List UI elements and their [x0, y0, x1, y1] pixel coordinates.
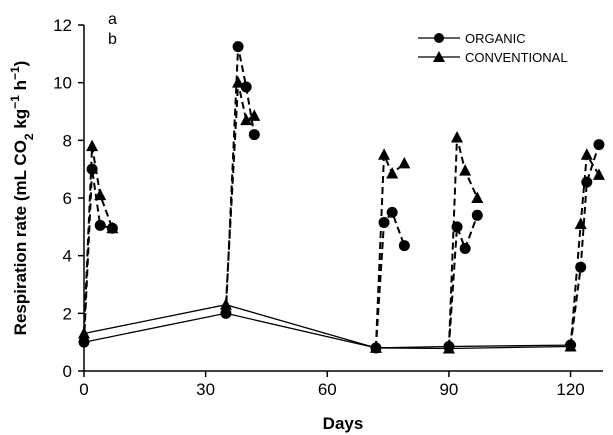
legend: ORGANIC CONVENTIONAL — [418, 31, 568, 65]
point-organic — [593, 139, 605, 151]
y-tick-label: 6 — [63, 189, 72, 208]
point-conventional — [78, 327, 90, 339]
x-tick-label: 0 — [79, 380, 88, 399]
y-tick-label: 10 — [53, 74, 72, 93]
y-tick-label: 0 — [63, 362, 72, 381]
point-organic — [220, 307, 232, 319]
burst-line-organic — [447, 214, 479, 347]
y-tick-group: 0 2 4 6 8 10 12 — [53, 16, 84, 381]
burst-line-conventional — [224, 82, 255, 305]
point-conventional — [369, 341, 382, 353]
data-markers — [78, 41, 605, 354]
point-conventional — [232, 76, 245, 88]
burst-line-organic — [569, 144, 600, 346]
baseline-line-conventional — [83, 304, 571, 350]
annotation-b: b — [108, 31, 117, 48]
baseline-lines — [83, 304, 571, 350]
y-axis-label: Respiration rate (mL CO2 kg−1 h−1) — [8, 61, 36, 336]
legend-conventional-label: CONVENTIONAL — [465, 50, 568, 65]
point-conventional — [378, 148, 391, 160]
point-conventional — [248, 109, 261, 121]
point-conventional — [386, 166, 399, 179]
burst-line-conventional — [83, 145, 114, 334]
point-organic — [232, 41, 244, 53]
point-conventional — [398, 156, 411, 169]
x-tick-label: 60 — [318, 380, 337, 399]
y-tick-label: 8 — [63, 131, 72, 150]
annotation-a: a — [108, 11, 117, 28]
y-tick-label: 2 — [63, 304, 72, 323]
point-conventional — [471, 191, 484, 203]
legend-organic-marker — [434, 33, 444, 43]
point-conventional — [580, 148, 593, 160]
legend-organic-label: ORGANIC — [465, 31, 526, 46]
burst-line-conventional — [447, 137, 479, 349]
point-conventional — [451, 130, 464, 143]
point-organic — [386, 206, 398, 218]
point-organic — [398, 240, 410, 252]
point-organic — [94, 219, 106, 231]
x-axis-label: Days — [323, 414, 364, 433]
axes — [83, 25, 603, 372]
point-conventional — [106, 221, 119, 234]
point-organic — [451, 221, 463, 233]
point-conventional — [592, 168, 605, 180]
point-conventional — [574, 217, 587, 229]
burst-line-organic — [374, 210, 406, 348]
burst-line-conventional — [569, 151, 600, 347]
point-organic — [240, 81, 252, 93]
point-organic — [78, 336, 90, 348]
point-conventional — [459, 164, 472, 176]
burst-lines — [83, 46, 600, 349]
point-conventional — [94, 188, 107, 201]
point-organic — [581, 176, 593, 188]
x-tick-group: 0 30 60 90 120 — [79, 371, 585, 399]
point-conventional — [219, 298, 232, 310]
burst-line-conventional — [374, 154, 405, 348]
point-conventional — [564, 339, 577, 352]
x-tick-label: 30 — [196, 380, 215, 399]
point-organic — [378, 217, 390, 229]
point-organic — [86, 163, 98, 175]
point-conventional — [442, 342, 455, 354]
point-organic — [459, 242, 471, 254]
point-organic — [471, 209, 483, 221]
point-conventional — [86, 139, 99, 152]
point-conventional — [240, 113, 253, 126]
legend-conventional-marker — [433, 51, 445, 62]
x-tick-label: 120 — [556, 380, 584, 399]
point-organic — [575, 261, 587, 273]
point-organic — [248, 129, 260, 141]
y-tick-label: 4 — [63, 247, 72, 266]
x-tick-label: 90 — [439, 380, 458, 399]
y-tick-label: 12 — [53, 16, 72, 35]
